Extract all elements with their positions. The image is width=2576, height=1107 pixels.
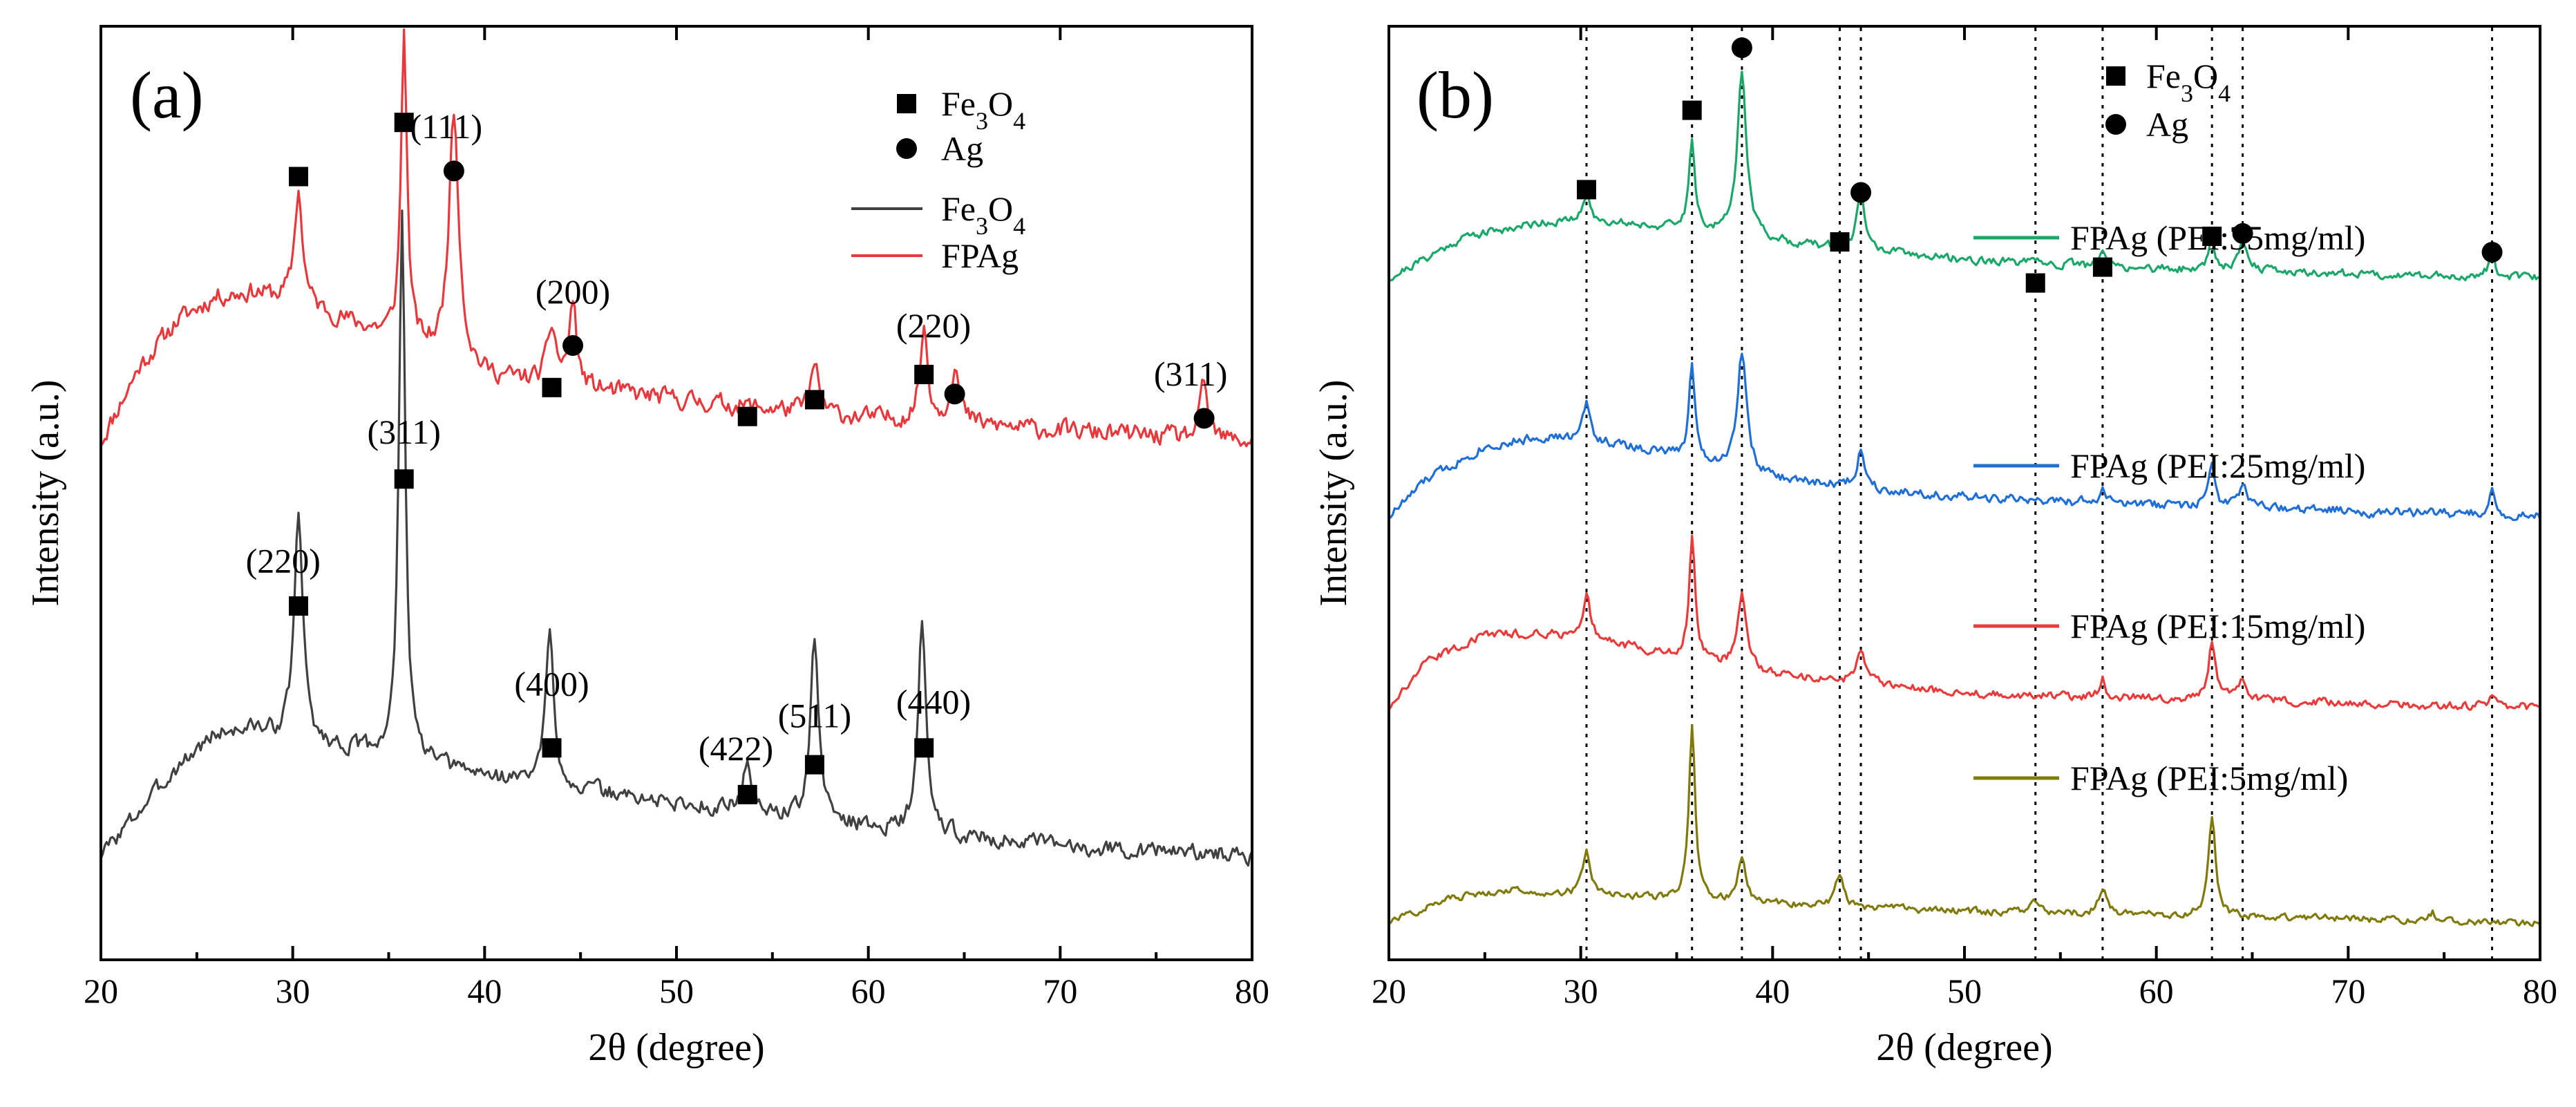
y-axis-title: Intensity (a.u.) xyxy=(1312,379,1355,606)
fe3o4-marker xyxy=(804,390,824,410)
hkl-label: (111) xyxy=(410,107,483,146)
panel-label: (a) xyxy=(130,58,204,132)
legend-square-icon xyxy=(2106,66,2125,86)
fe3o4-marker xyxy=(737,784,757,804)
ag-marker xyxy=(944,384,965,405)
fe3o4-marker xyxy=(914,364,934,384)
fe3o4-marker xyxy=(2202,226,2222,246)
legend-square-icon xyxy=(897,94,916,113)
x-tick-label: 50 xyxy=(659,972,694,1010)
hkl-label: (440) xyxy=(896,682,971,721)
x-tick-label: 50 xyxy=(1947,972,1982,1010)
legend-marker-label: Ag xyxy=(2146,105,2188,144)
x-tick-label: 40 xyxy=(1755,972,1790,1010)
series-line xyxy=(100,209,1253,867)
ag-marker xyxy=(2232,223,2253,244)
hkl-label: (422) xyxy=(699,729,773,768)
ag-marker xyxy=(1731,37,1752,59)
legend-series-label: FPAg (PEI:5mg/ml) xyxy=(2070,759,2348,797)
legend-series-label: FPAg xyxy=(941,236,1019,275)
fe3o4-marker xyxy=(288,596,308,616)
legend-circle-icon xyxy=(2105,114,2126,135)
hkl-label: (200) xyxy=(536,272,610,311)
ag-marker xyxy=(2481,241,2503,263)
ag-marker xyxy=(443,160,464,182)
fe3o4-marker xyxy=(542,377,562,397)
hkl-label: (311) xyxy=(367,413,440,451)
legend-circle-icon xyxy=(896,138,917,159)
x-tick-label: 30 xyxy=(1564,972,1598,1010)
x-tick-label: 20 xyxy=(1372,972,1406,1010)
x-tick-label: 60 xyxy=(851,972,886,1010)
legend-series-label: Fe3O4 xyxy=(941,189,1025,240)
x-tick-label: 40 xyxy=(467,972,502,1010)
series-line xyxy=(1388,352,2541,522)
fe3o4-marker xyxy=(394,113,414,133)
legend-marker-label: Fe3O4 xyxy=(2146,57,2231,107)
fe3o4-marker xyxy=(804,755,824,775)
plot-frame xyxy=(1388,25,2541,961)
fe3o4-marker xyxy=(288,167,308,187)
ag-marker xyxy=(1850,182,1872,203)
x-tick-label: 30 xyxy=(276,972,310,1010)
x-tick-label: 70 xyxy=(1043,972,1077,1010)
ag-marker xyxy=(1193,408,1215,429)
x-tick-label: 70 xyxy=(2331,972,2365,1010)
legend-marker-label: Ag xyxy=(941,129,983,168)
fe3o4-marker xyxy=(2092,257,2112,277)
hkl-label: (311) xyxy=(1154,354,1227,393)
x-tick-label: 60 xyxy=(2139,972,2174,1010)
series-line xyxy=(100,28,1253,448)
x-tick-label: 20 xyxy=(84,972,118,1010)
fe3o4-marker xyxy=(737,406,757,426)
hkl-label: (220) xyxy=(896,306,971,345)
panel-b: 20 30 40 50 60 70 80 2θ (degree) Intensity (a.u.… xyxy=(1312,25,2557,1069)
series-line xyxy=(1388,70,2541,282)
hkl-label: (220) xyxy=(246,541,321,580)
x-axis-title: 2θ (degree) xyxy=(588,1026,764,1069)
legend-series-label: FPAg (PEI:25mg/ml) xyxy=(2070,446,2365,485)
fe3o4-marker xyxy=(2025,273,2045,293)
ag-marker xyxy=(562,335,584,357)
y-axis-title: Intensity (a.u.) xyxy=(24,379,67,606)
series-line xyxy=(1388,723,2541,927)
panel-a: (111) (200) (220) (311) (311) (220) (400) (422)… xyxy=(24,25,1269,1069)
x-tick-label: 80 xyxy=(2523,972,2557,1010)
fe3o4-marker xyxy=(394,469,414,489)
fe3o4-marker xyxy=(914,738,934,758)
panel-label: (b) xyxy=(1417,58,1494,132)
legend-marker-label: Fe3O4 xyxy=(941,84,1025,135)
legend-series-label: FPAg (PEI:15mg/ml) xyxy=(2070,607,2365,645)
fe3o4-marker xyxy=(542,738,562,758)
x-axis-title: 2θ (degree) xyxy=(1876,1026,2052,1069)
fe3o4-marker xyxy=(1830,232,1850,252)
fe3o4-marker xyxy=(1682,100,1702,120)
series-line xyxy=(1388,534,2541,711)
x-tick-label: 80 xyxy=(1235,972,1269,1010)
plot-frame xyxy=(100,25,1253,961)
legend-series-label: FPAg (PEI:35mg/ml) xyxy=(2070,218,2365,257)
hkl-label: (511) xyxy=(778,697,851,735)
hkl-label: (400) xyxy=(514,665,589,703)
fe3o4-marker xyxy=(1576,180,1596,200)
